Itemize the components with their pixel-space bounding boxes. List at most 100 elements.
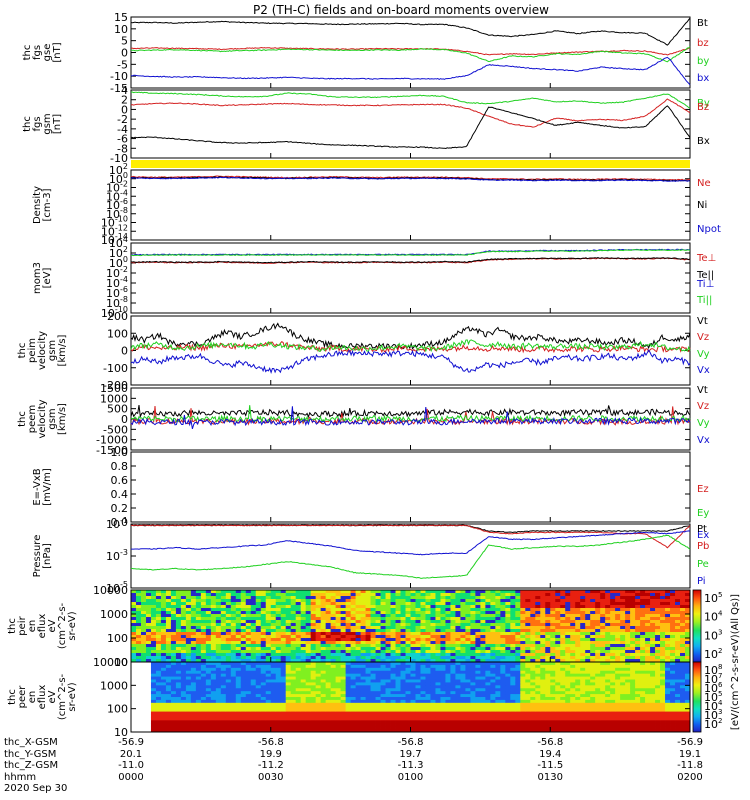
spectrogram-cell [655, 602, 661, 606]
spectrogram-cell [525, 608, 531, 612]
spectrogram-cell [590, 635, 596, 639]
spectrogram-cell [245, 602, 252, 606]
spectrogram-cell [350, 720, 356, 724]
spectrogram-cell [575, 647, 581, 651]
spectrogram-cell [520, 676, 526, 680]
spectrogram-cell [210, 590, 217, 594]
spectrogram-cell [395, 602, 401, 606]
spectrogram-cell [185, 605, 192, 609]
spectrogram-cell [595, 590, 601, 594]
spectrogram-cell [655, 620, 661, 624]
spectrogram-cell [350, 723, 356, 727]
spectrogram-cell [160, 667, 167, 672]
spectrogram-cell [175, 705, 182, 710]
spectrogram-cell [655, 614, 661, 618]
spectrogram-cell [305, 679, 312, 683]
spectrogram-cell [625, 659, 631, 663]
spectrogram-cell [530, 614, 536, 618]
spectrogram-cell [680, 608, 686, 612]
spectrogram-cell [430, 611, 436, 615]
spectrogram-cell [350, 596, 356, 600]
spectrogram-cell [295, 667, 302, 672]
spectrogram-cell [205, 638, 212, 642]
spectrogram-cell [455, 667, 461, 672]
spectrogram-cell [140, 708, 147, 712]
spectrogram-cell [345, 688, 352, 692]
spectrogram-cell [335, 629, 342, 633]
spectrogram-cell [145, 711, 152, 715]
spectrogram-cell [280, 670, 287, 675]
spectrogram-cell [685, 596, 691, 600]
spectrogram-cell [350, 611, 356, 615]
spectrogram-cell [190, 673, 197, 677]
spectrogram-cell [220, 605, 227, 609]
spectrogram-cell [195, 729, 202, 733]
spectrogram-cell [230, 670, 237, 675]
spectrogram-cell [135, 635, 142, 639]
spectrogram-cell [330, 694, 337, 698]
spectrogram-cell [450, 723, 456, 727]
spectrogram-cell [320, 694, 327, 698]
spectrogram-cell [605, 593, 611, 597]
spectrogram-cell [145, 623, 152, 627]
spectrogram-cell [300, 673, 307, 677]
spectrogram-cell [470, 694, 476, 698]
spectrogram-cell [490, 629, 496, 633]
spectrogram-cell [390, 614, 396, 618]
spectrogram-cell [260, 679, 267, 683]
spectrogram-cell [180, 629, 187, 633]
spectrogram-cell [165, 667, 172, 672]
spectrogram-cell [370, 691, 376, 695]
spectrogram-cell [535, 620, 541, 624]
spectrogram-cell [175, 694, 182, 698]
spectrogram-cell [260, 608, 267, 612]
spectrogram-cell [320, 726, 327, 730]
spectrogram-cell [515, 605, 521, 609]
spectrogram-cell [670, 617, 676, 621]
spectrogram-cell [180, 714, 187, 718]
spectrogram-cell [375, 608, 381, 612]
spectrogram-cell [445, 694, 451, 698]
spectrogram-cell [200, 682, 207, 686]
spectrogram-cell [620, 623, 626, 627]
spectrogram-cell [131, 664, 137, 669]
spectrogram-cell [365, 656, 371, 660]
spectrogram-cell [131, 667, 137, 672]
spectrogram-cell [380, 629, 386, 633]
spectrogram-cell [575, 611, 581, 615]
spectrogram-cell [525, 702, 531, 707]
spectrogram-cell [665, 614, 671, 618]
spectrogram-cell [515, 708, 521, 712]
spectrogram-cell [150, 647, 157, 651]
spectrogram-cell [630, 653, 636, 657]
spectrogram-cell [275, 608, 282, 612]
spectrogram-cell [480, 723, 486, 727]
spectrogram-cell [455, 635, 461, 639]
spectrogram-cell [485, 682, 491, 686]
spectrogram-cell [300, 662, 307, 666]
spectrogram-cell [410, 602, 416, 606]
spectrogram-cell [400, 590, 406, 594]
spectrogram-cell [305, 662, 312, 666]
spectrogram-cell [545, 647, 551, 651]
y-axis-label: gse [42, 44, 53, 62]
spectrogram-cell [465, 670, 471, 675]
spectrogram-cell [640, 623, 646, 627]
spectrogram-cell [205, 605, 212, 609]
spectrogram-cell [610, 629, 616, 633]
legend-entry: Bx [697, 136, 710, 147]
spectrogram-cell [180, 593, 187, 597]
spectrogram-cell [235, 617, 242, 621]
spectrogram-cell [245, 632, 252, 636]
spectrogram-cell [610, 626, 616, 630]
spectrogram-cell [205, 697, 212, 701]
spectrogram-cell [340, 673, 347, 677]
spectrogram-cell [175, 682, 182, 686]
spectrogram-cell [665, 635, 671, 639]
spectrogram-cell [515, 723, 521, 727]
spectrogram-cell [131, 653, 137, 657]
spectrogram-cell [550, 620, 556, 624]
spectrogram-cell [150, 611, 157, 615]
spectrogram-cell [440, 650, 446, 654]
spectrogram-cell [200, 605, 207, 609]
